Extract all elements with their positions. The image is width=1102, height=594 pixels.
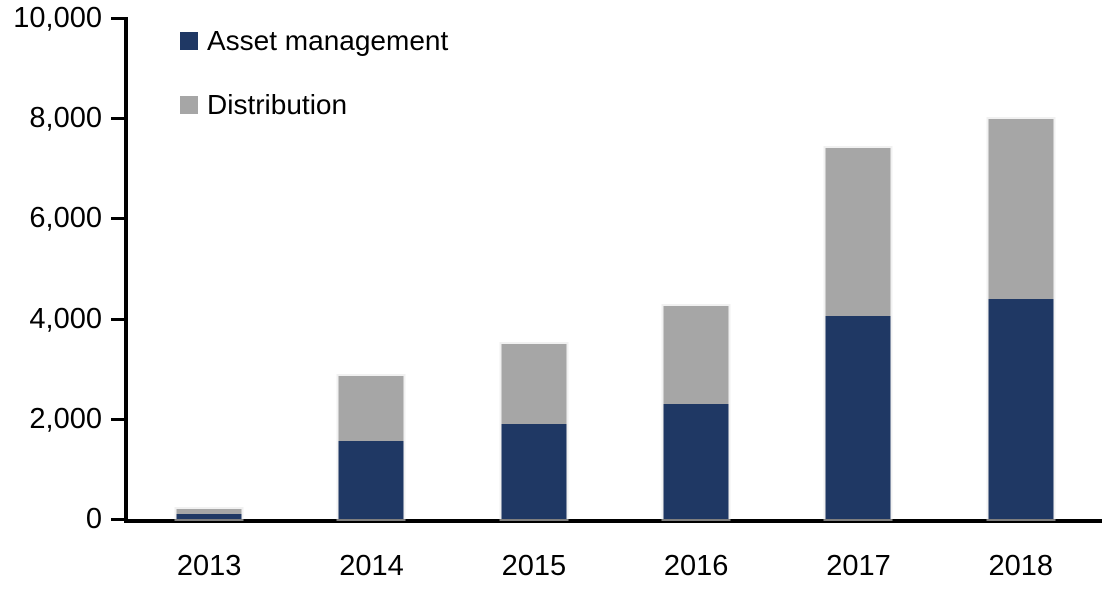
bar-cell-2015	[453, 18, 615, 519]
legend-label-distribution: Distribution	[207, 89, 348, 120]
bar-cell-2018	[940, 18, 1102, 519]
bar-stack-2014	[338, 376, 404, 519]
bar-segment-2018-asset-management	[988, 299, 1054, 519]
y-axis-tick-label: 10,000	[13, 2, 102, 34]
bar-stack-2015	[501, 344, 567, 519]
bar-segment-2014-distribution	[338, 376, 404, 441]
x-axis-tick-label: 2017	[826, 550, 891, 582]
bar-segment-2015-asset-management	[501, 424, 567, 519]
y-axis-tick-label: 2,000	[29, 402, 102, 435]
y-axis-tick-label: 8,000	[29, 102, 102, 135]
legend-swatch-asset-management-icon	[180, 32, 198, 50]
bar-segment-2013-asset-management	[176, 514, 242, 519]
legend-item-distribution: Distribution	[180, 89, 448, 120]
y-axis-tick-mark	[111, 317, 125, 321]
x-axis-tick-label: 2016	[663, 550, 729, 582]
y-axis-tick-mark	[111, 518, 125, 521]
bar-cell-2014	[290, 18, 452, 519]
y-axis-tick-mark	[111, 117, 125, 121]
y-axis-tick-label: 4,000	[29, 302, 102, 335]
bar-cell-2013	[128, 18, 290, 519]
bar-segment-2018-distribution	[988, 119, 1054, 299]
bar-segment-2016-distribution	[663, 306, 729, 404]
bar-stack-2017	[825, 148, 891, 519]
bar-segment-2014-asset-management	[338, 441, 404, 519]
bar-segment-2017-distribution	[825, 148, 891, 316]
y-axis-tick-mark	[111, 217, 125, 221]
legend-label-asset-management: Asset management	[207, 25, 449, 56]
legend-item-asset-management: Asset management	[180, 25, 449, 56]
bar-stack-2018	[988, 119, 1054, 519]
bar-segment-2013-distribution	[176, 509, 242, 514]
plot-area	[128, 18, 1102, 519]
legend-swatch-distribution-icon	[180, 96, 198, 114]
y-axis-tick-mark	[111, 17, 125, 20]
x-axis-tick-label: 2018	[988, 550, 1054, 582]
y-axis-tick-label: 6,000	[29, 202, 102, 235]
x-axis-line	[124, 519, 1102, 523]
bar-cell-2016	[615, 18, 777, 519]
bar-segment-2017-asset-management	[825, 316, 891, 519]
y-axis-line	[124, 17, 128, 523]
x-axis-tick-label: 2013	[176, 550, 242, 582]
x-axis-tick-label: 2014	[339, 550, 404, 582]
legend: Asset management Distribution	[180, 25, 449, 156]
x-axis-tick-labels: 2013 2014 2015 2016 2017 2018	[128, 546, 1102, 586]
bar-stack-2013	[176, 509, 242, 519]
bar-segment-2015-distribution	[501, 344, 567, 424]
bar-segment-2016-asset-management	[663, 404, 729, 519]
x-axis-tick-label: 2015	[501, 550, 567, 582]
bar-cell-2017	[777, 18, 939, 519]
y-axis-tick-mark	[111, 417, 125, 421]
bar-stack-2016	[663, 306, 729, 519]
y-axis-tick-label: 0	[85, 503, 102, 535]
